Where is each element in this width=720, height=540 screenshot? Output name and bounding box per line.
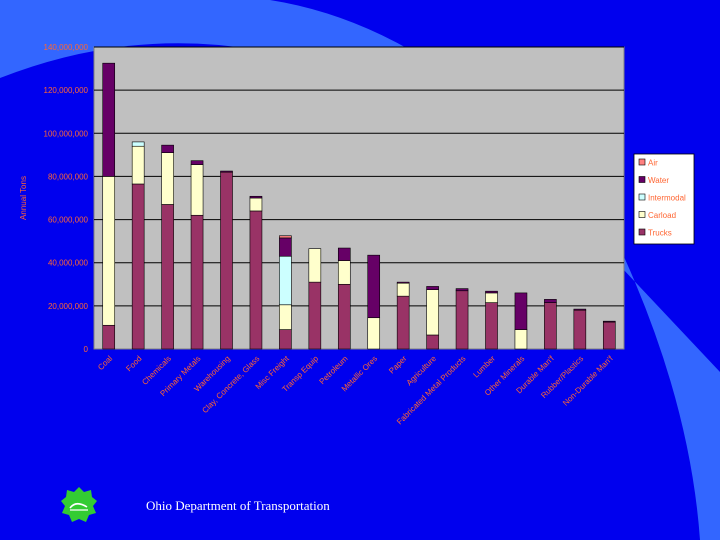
y-tick-label: 0	[84, 345, 89, 354]
bar-trucks-17	[602, 321, 616, 350]
legend-label-trucks: Trucks	[648, 229, 672, 238]
y-tick-label: 140,000,000	[44, 43, 89, 52]
bar-water-2	[161, 144, 174, 153]
legend-label-carload: Carload	[648, 211, 676, 220]
bar-trucks-2	[161, 204, 174, 350]
bar-carload-6	[279, 304, 292, 330]
legend-swatch-water	[638, 176, 646, 183]
bar-water-9	[367, 254, 381, 319]
bar-carload-11	[426, 289, 439, 336]
bar-carload-1	[131, 145, 145, 185]
legend-label-air: Air	[648, 159, 658, 168]
bar-carload-14	[514, 329, 528, 350]
bar-water-6	[279, 237, 292, 257]
bar-trucks-5	[249, 210, 263, 350]
bar-carload-3	[190, 164, 204, 216]
bar-trucks-6	[279, 329, 292, 350]
bar-carload-5	[249, 197, 263, 212]
bar-water-17	[602, 320, 616, 323]
y-tick-label: 80,000,000	[48, 172, 89, 181]
bar-trucks-16	[573, 309, 587, 350]
bars	[102, 62, 616, 350]
bar-water-5	[249, 195, 263, 199]
x-tick-label: Non-Durable Man'f	[561, 354, 615, 408]
bar-carload-8	[337, 260, 351, 285]
bar-water-10	[396, 281, 410, 284]
x-tick-label: Clay, Concrete, Glass	[200, 354, 261, 415]
bar-carload-9	[367, 317, 381, 350]
y-tick-label: 100,000,000	[44, 129, 89, 138]
legend: Air Water Intermodal Carload Trucks	[633, 153, 695, 245]
y-axis-ticks: 0 20,000,000 40,000,000 60,000,000 80,000,00…	[44, 43, 89, 354]
bar-trucks-10	[396, 295, 410, 350]
bar-trucks-0	[102, 324, 116, 350]
bar-intermodal-1	[131, 141, 145, 147]
bar-water-16	[573, 308, 587, 311]
bar-water-15	[544, 299, 557, 303]
bar-intermodal-6	[279, 255, 292, 306]
odot-logo-icon	[61, 487, 97, 522]
y-tick-label: 40,000,000	[48, 259, 89, 268]
bar-carload-7	[308, 248, 322, 283]
bar-air-6	[279, 235, 292, 239]
legend-swatch-air	[638, 158, 646, 166]
bar-water-12	[455, 288, 469, 292]
bar-trucks-7	[308, 281, 322, 350]
bar-trucks-1	[131, 183, 145, 350]
odot-logo	[60, 486, 98, 524]
x-tick-label: Lumber	[471, 354, 497, 380]
legend-label-intermodal: Intermodal	[648, 194, 686, 203]
x-tick-label: Food	[124, 354, 143, 373]
bar-water-4	[220, 170, 233, 173]
bar-trucks-3	[190, 214, 204, 350]
y-tick-label: 20,000,000	[48, 302, 89, 311]
bar-trucks-13	[485, 302, 498, 350]
x-tick-label: Paper	[387, 354, 409, 376]
y-tick-label: 120,000,000	[44, 86, 89, 95]
x-tick-label: Coal	[96, 354, 114, 372]
bar-carload-2	[161, 152, 174, 205]
bar-carload-10	[396, 282, 410, 297]
bar-water-0	[102, 62, 116, 177]
bar-carload-13	[485, 292, 498, 303]
bar-trucks-4	[220, 171, 233, 350]
legend-swatch-trucks	[638, 228, 646, 236]
bar-water-8	[337, 247, 351, 261]
legend-label-water: Water	[648, 176, 669, 185]
gridlines	[94, 46, 624, 307]
bar-water-13	[485, 290, 498, 294]
y-axis-label: Annual Tons	[19, 176, 28, 220]
legend-swatch-intermodal	[638, 193, 646, 201]
bar-trucks-12	[455, 290, 469, 350]
y-tick-label: 60,000,000	[48, 216, 89, 225]
legend-swatch-carload	[638, 211, 646, 218]
bar-water-14	[514, 292, 528, 330]
bar-water-11	[426, 286, 439, 290]
bar-carload-0	[102, 176, 116, 326]
bar-trucks-15	[544, 302, 557, 350]
bar-trucks-8	[337, 283, 351, 350]
plot-area	[93, 46, 625, 350]
footer-organization: Ohio Department of Transportation	[146, 498, 330, 513]
bar-water-3	[190, 160, 204, 165]
bar-trucks-11	[426, 334, 439, 350]
